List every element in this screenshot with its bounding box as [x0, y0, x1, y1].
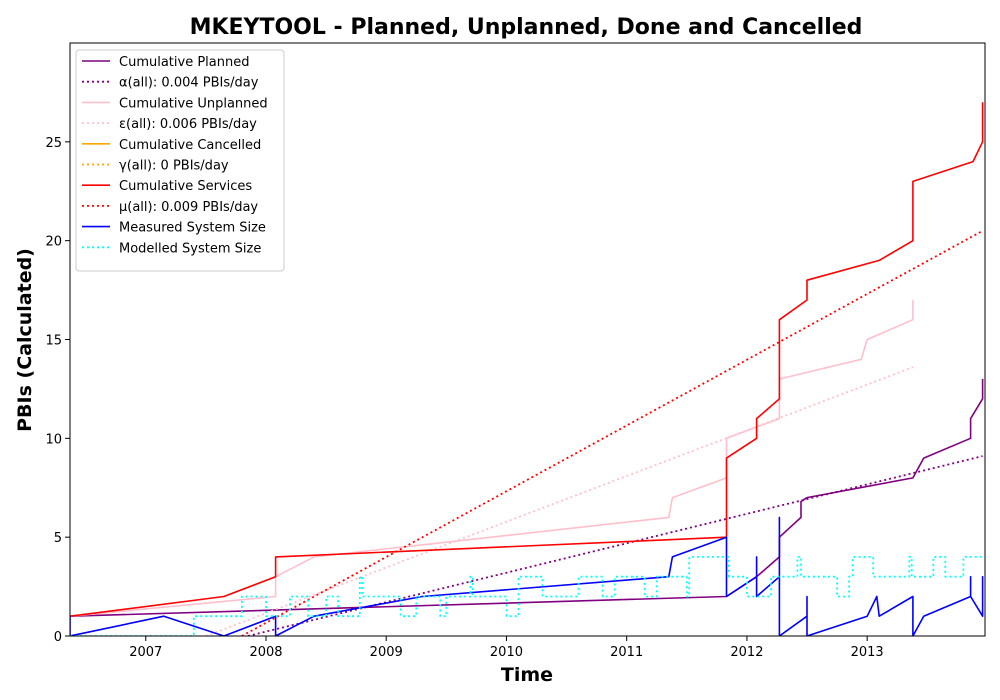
series-line-cumulative-services [70, 102, 984, 617]
series-line-all-0-009-pbis-day [241, 230, 984, 636]
x-tick-label: 2007 [129, 645, 162, 660]
y-tick-label: 10 [45, 432, 62, 447]
legend-label: μ(all): 0.009 PBIs/day [119, 200, 258, 215]
series-line-all-0-006-pbis-day [205, 366, 914, 636]
legend-label: Cumulative Planned [119, 55, 249, 70]
x-axis: 2007 2008 2009 2010 2011 2012 2013 [129, 636, 884, 660]
y-axis: 0 5 10 15 20 25 [45, 136, 70, 645]
legend-label: Modelled System Size [119, 241, 261, 256]
chart-title: MKEYTOOL - Planned, Unplanned, Done and … [190, 15, 863, 40]
legend: Cumulative Planned α(all): 0.004 PBIs/day… [75, 49, 285, 272]
x-tick-label: 2010 [490, 645, 523, 660]
legend-label: Cumulative Unplanned [119, 96, 268, 111]
series-line-all-0-004-pbis-day [247, 455, 983, 636]
legend-box [75, 49, 285, 272]
x-tick-label: 2012 [730, 645, 763, 660]
series-line-measured-system-size [70, 516, 984, 636]
x-tick-label: 2009 [370, 645, 403, 660]
y-tick-label: 20 [45, 235, 62, 250]
y-tick-label: 5 [54, 531, 62, 546]
legend-label: Cumulative Services [119, 179, 252, 194]
y-tick-label: 25 [45, 136, 62, 151]
legend-label: ε(all): 0.006 PBIs/day [119, 117, 257, 132]
x-tick-label: 2013 [851, 645, 884, 660]
plot-area [70, 102, 984, 636]
legend-label: γ(all): 0 PBIs/day [119, 159, 229, 174]
x-tick-label: 2011 [610, 645, 643, 660]
legend-label: Measured System Size [119, 221, 266, 236]
y-tick-label: 15 [45, 334, 62, 349]
series-line-cumulative-unplanned [70, 300, 914, 617]
x-axis-label: Time [501, 664, 553, 686]
y-tick-label: 0 [54, 630, 62, 645]
series-line-modelled-system-size [70, 556, 983, 636]
x-tick-label: 2008 [249, 645, 282, 660]
legend-label: α(all): 0.004 PBIs/day [119, 76, 259, 91]
series-line-cumulative-planned [70, 379, 984, 617]
legend-label: Cumulative Cancelled [119, 138, 261, 153]
y-axis-label: PBIs (Calculated) [14, 248, 36, 432]
